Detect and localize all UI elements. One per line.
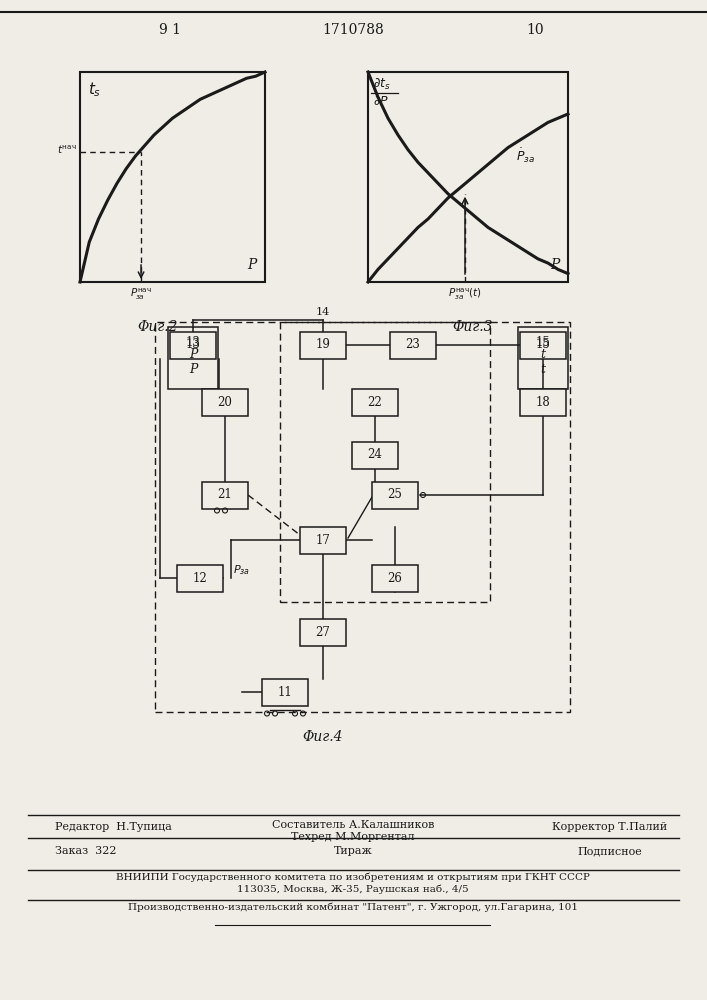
Bar bbox=[170, 332, 216, 359]
Bar bbox=[155, 322, 570, 712]
Bar bbox=[390, 332, 436, 359]
Bar bbox=[168, 326, 218, 388]
Text: 18: 18 bbox=[536, 395, 550, 408]
Text: Тираж: Тираж bbox=[334, 846, 373, 856]
Text: Производственно-издательский комбинат "Патент", г. Ужгород, ул.Гагарина, 101: Производственно-издательский комбинат "П… bbox=[128, 903, 578, 912]
Text: 20: 20 bbox=[218, 395, 233, 408]
Text: t: t bbox=[540, 349, 546, 361]
Text: 22: 22 bbox=[368, 395, 382, 408]
Text: P: P bbox=[247, 258, 257, 272]
Bar bbox=[262, 678, 308, 706]
Text: 15: 15 bbox=[536, 336, 551, 349]
Text: 15: 15 bbox=[536, 338, 551, 352]
Text: 1710788: 1710788 bbox=[322, 23, 384, 37]
Bar bbox=[518, 326, 568, 388]
Bar bbox=[520, 332, 566, 359]
Bar bbox=[300, 618, 346, 646]
Text: $P_{за}^{\mathsf{нач}}(t)$: $P_{за}^{\mathsf{нач}}(t)$ bbox=[448, 287, 482, 302]
Text: 23: 23 bbox=[406, 338, 421, 352]
Bar bbox=[352, 388, 398, 416]
Text: Φиг.3: Φиг.3 bbox=[452, 320, 493, 334]
Text: 24: 24 bbox=[368, 448, 382, 462]
Text: 21: 21 bbox=[218, 488, 233, 502]
Bar bbox=[372, 482, 418, 508]
Bar bbox=[177, 564, 223, 591]
Text: Заказ  322: Заказ 322 bbox=[55, 846, 117, 856]
Text: t: t bbox=[540, 363, 546, 376]
Text: 13: 13 bbox=[185, 336, 201, 349]
Text: Корректор Т.Палий: Корректор Т.Палий bbox=[552, 822, 667, 832]
Text: ВНИИПИ Государственного комитета по изобретениям и открытиям при ГКНТ СССР: ВНИИПИ Государственного комитета по изоб… bbox=[116, 872, 590, 882]
Text: 17: 17 bbox=[315, 534, 330, 546]
Text: 13: 13 bbox=[185, 338, 201, 352]
Text: 27: 27 bbox=[315, 626, 330, 639]
Bar bbox=[368, 72, 568, 282]
Text: Φиг.4: Φиг.4 bbox=[303, 730, 344, 744]
Bar bbox=[300, 526, 346, 554]
Bar bbox=[372, 564, 418, 591]
Bar bbox=[520, 388, 566, 416]
Text: Редактор  Н.Тупица: Редактор Н.Тупица bbox=[55, 822, 172, 832]
Text: Φиг.2: Φиг.2 bbox=[137, 320, 177, 334]
Text: 19: 19 bbox=[315, 338, 330, 352]
Text: 26: 26 bbox=[387, 572, 402, 584]
Text: Составитель А.Калашников: Составитель А.Калашников bbox=[271, 820, 434, 830]
Text: $t^{\mathsf{нач}}$: $t^{\mathsf{нач}}$ bbox=[57, 144, 77, 156]
Text: 11: 11 bbox=[278, 686, 293, 698]
Text: 12: 12 bbox=[192, 572, 207, 584]
Text: $\partial t_s$: $\partial t_s$ bbox=[373, 77, 391, 92]
Text: $P_{за}$: $P_{за}$ bbox=[233, 563, 250, 577]
Text: P: P bbox=[551, 258, 560, 272]
Bar bbox=[300, 332, 346, 359]
Text: P: P bbox=[189, 363, 197, 376]
Bar bbox=[202, 388, 248, 416]
Text: $t_s$: $t_s$ bbox=[88, 80, 101, 99]
Bar bbox=[80, 72, 265, 282]
Text: 113035, Москва, Ж-35, Раушская наб., 4/5: 113035, Москва, Ж-35, Раушская наб., 4/5 bbox=[237, 885, 469, 894]
Text: Техред М.Моргентал: Техред М.Моргентал bbox=[291, 832, 415, 842]
Text: $P_{\!за}^{\mathsf{нач}}$: $P_{\!за}^{\mathsf{нач}}$ bbox=[130, 287, 152, 302]
Text: 25: 25 bbox=[387, 488, 402, 502]
Text: 14: 14 bbox=[316, 307, 330, 317]
Bar bbox=[202, 482, 248, 508]
Text: $\dot{P}_{за}$: $\dot{P}_{за}$ bbox=[516, 147, 535, 165]
Text: 9 1: 9 1 bbox=[159, 23, 181, 37]
Bar bbox=[280, 322, 490, 602]
Text: $\partial P$: $\partial P$ bbox=[373, 95, 389, 108]
Text: P: P bbox=[189, 349, 197, 361]
Bar bbox=[352, 442, 398, 468]
Text: 10: 10 bbox=[526, 23, 544, 37]
Text: Подписное: Подписное bbox=[578, 846, 643, 856]
